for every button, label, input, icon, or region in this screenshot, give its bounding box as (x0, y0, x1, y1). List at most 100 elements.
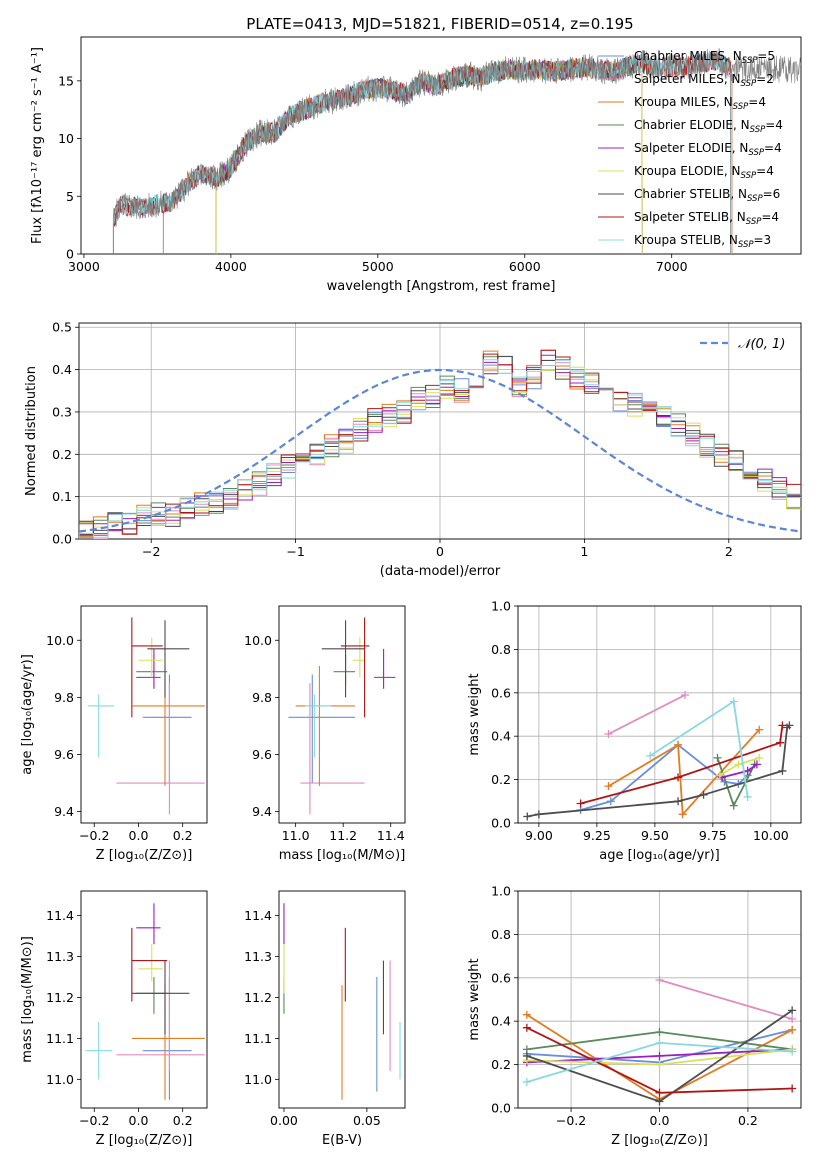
y-tick-label: 15 (58, 73, 74, 88)
y-tick-label: 9.6 (54, 747, 74, 762)
legend-nssp: =4 (764, 141, 782, 155)
legend-label-salpeter-stelib: Salpeter STELIB, NSSP=4 (634, 210, 779, 227)
marker-kroupa-stelib (522, 1077, 531, 1086)
legend-label-kroupa-miles: Kroupa MILES, NSSP=4 (634, 95, 766, 112)
x-tick-label: −0.2 (79, 828, 109, 843)
marker-salpeter-stelib (674, 773, 683, 782)
x-axis-label: Z [log₁₀(Z/Z⊙)] (611, 1133, 708, 1148)
y-tick-label: 0.4 (52, 362, 72, 377)
marker-salpeter-elodie (655, 1051, 664, 1060)
legend-subscript: SSP (750, 125, 766, 135)
legend-subscript: SSP (747, 194, 763, 204)
x-tick-label: −0.2 (556, 1113, 586, 1128)
y-axis-label: Normed distribution (24, 366, 39, 496)
marker-chabrier-stelib (674, 797, 683, 806)
x-axis-label: mass [log₁₀(M/M⊙)] (279, 848, 406, 863)
y-tick-label: 0.4 (491, 1014, 511, 1029)
y-tick-label: 0.6 (491, 685, 511, 700)
legend-nssp: =6 (763, 187, 781, 201)
mass-vs-Z-panel: −0.2 0.0 0.2 11.0 11.1 11.2 11.3 11.4 Z [log₁₀(Z… (20, 890, 208, 1148)
marker-salpeter-miles (655, 975, 664, 984)
legend-label-kroupa-elodie: Kroupa ELODIE, NSSP=4 (634, 164, 774, 181)
legend-subscript: SSP (741, 79, 757, 89)
y-tick-label: 11.2 (244, 990, 272, 1005)
marker-kroupa-stelib (729, 697, 738, 706)
x-tick-label: −2 (142, 544, 160, 559)
axes-frame (517, 605, 802, 824)
axes-frame (517, 890, 802, 1109)
series (522, 975, 797, 1106)
x-tick-label: −0.2 (79, 1113, 109, 1128)
marker-salpeter-elodie (743, 766, 752, 775)
y-tick-label: 5 (66, 189, 74, 204)
y-tick-label: 0.1 (52, 489, 72, 504)
y-tick-label: 0.4 (491, 729, 511, 744)
y-tick-label: 9.4 (252, 804, 272, 819)
marker-chabrier-elodie (713, 753, 722, 762)
legend-label-chabrier-elodie: Chabrier ELODIE, NSSP=4 (634, 118, 783, 135)
x-tick-label: 0.00 (270, 1113, 298, 1128)
marker-salpeter-miles (681, 690, 690, 699)
marker-chabrier-stelib (523, 812, 532, 821)
y-tick-label: 0.2 (491, 772, 511, 787)
marker-chabrier-elodie (655, 1028, 664, 1037)
marker-chabrier-stelib (785, 721, 794, 730)
legend-nssp: =4 (748, 95, 766, 109)
y-tick-label: 11.4 (46, 908, 74, 923)
legend-subscript: SSP (733, 102, 749, 112)
error-bars (288, 617, 396, 815)
legend-nssp: =3 (754, 233, 772, 247)
axes-frame (80, 605, 208, 824)
x-tick-label: 10.00 (753, 828, 789, 843)
mass-vs-ebv-panel: 0.00 0.05 11.0 11.1 11.2 11.3 11.4 E(B-V) (244, 890, 406, 1148)
y-tick-label: 0.0 (491, 816, 511, 831)
histograms (79, 349, 801, 539)
y-tick-label: 9.8 (252, 690, 272, 705)
marker-kroupa-elodie (734, 760, 743, 769)
y-tick-label: 11.0 (244, 1072, 272, 1087)
x-tick-label: 9.50 (641, 828, 669, 843)
histogram-salpeter-stelib (79, 349, 801, 539)
residuals-panel: −2 −1 0 1 2 0.0 0.1 0.2 0.3 0.4 0.5 (data-model)/er… (24, 320, 802, 579)
marker-kroupa-miles (755, 725, 764, 734)
x-tick-label: 5000 (362, 259, 394, 274)
marker-salpeter-stelib (788, 1084, 797, 1093)
marker-kroupa-stelib (743, 792, 752, 801)
y-axis-label: age [log₁₀(age/yr)] (20, 654, 35, 775)
marker-chabrier-stelib (534, 810, 543, 819)
observed-spectrum-line (112, 48, 801, 254)
marker-kroupa-elodie (755, 753, 764, 762)
error-bars (87, 617, 205, 815)
y-tick-label: 9.6 (252, 747, 272, 762)
marker-kroupa-miles (788, 1025, 797, 1034)
axes-frame (80, 36, 802, 255)
y-tick-label: 1.0 (491, 599, 511, 614)
marker-salpeter-stelib (778, 721, 787, 730)
y-axis-label: Flux [fλ10⁻¹⁷ erg cm⁻² s⁻¹ A⁻¹] (30, 47, 45, 244)
marker-salpeter-stelib (576, 799, 585, 808)
y-tick-label: 10 (58, 131, 74, 146)
legend-subscript: SSP (741, 171, 757, 181)
x-tick-label: 11.2 (329, 828, 357, 843)
marker-salpeter-stelib (776, 738, 785, 747)
marker-kroupa-miles (674, 740, 683, 749)
line-chabrier-miles (580, 743, 749, 811)
marker-chabrier-miles (606, 797, 615, 806)
marker-salpeter-stelib (522, 1023, 531, 1032)
error-bars (283, 903, 401, 1100)
x-tick-label: 6000 (509, 259, 541, 274)
x-tick-label: 9.00 (525, 828, 553, 843)
legend-nssp: =5 (757, 49, 775, 63)
x-tick-label: 0.2 (173, 828, 193, 843)
x-tick-label: 0.2 (173, 1113, 193, 1128)
marker-chabrier-elodie (729, 801, 738, 810)
weight-vs-age-panel: 9.00 9.25 9.50 9.75 10.00 0.0 0.2 0.4 0.6 0.8 1.0 a… (467, 599, 802, 863)
legend-label-chabrier-miles: Chabrier MILES, NSSP=5 (634, 49, 775, 66)
spectrum-lines (112, 48, 801, 254)
marker-salpeter-miles (788, 1015, 797, 1024)
marker-salpeter-miles (604, 730, 613, 739)
y-tick-label: 0.3 (52, 404, 72, 419)
legend: Chabrier MILES, NSSP=5 Salpeter MILES, NS… (598, 49, 783, 250)
legend-nssp: =4 (761, 210, 779, 224)
weight-vs-Z-panel: −0.2 0.0 0.2 0.0 0.2 0.4 0.6 0.8 1.0 Z [log₁₀(Z/Z… (467, 884, 802, 1148)
